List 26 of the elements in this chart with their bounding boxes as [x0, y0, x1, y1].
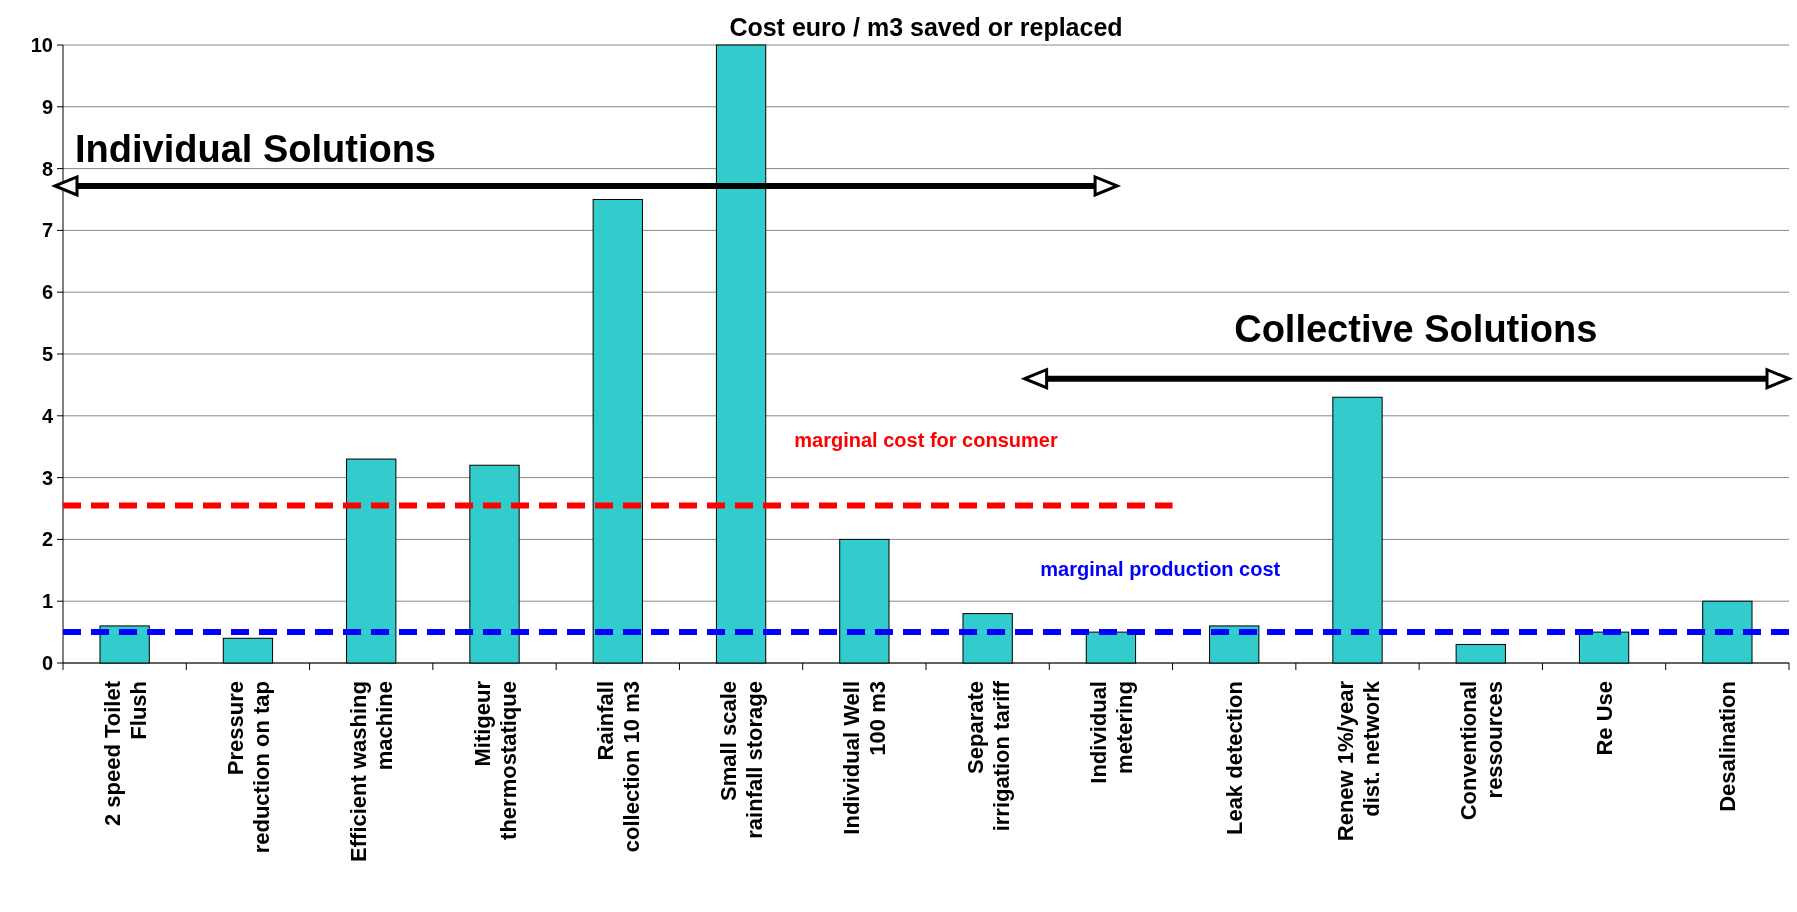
x-tick-label: Separate irrigation tariff — [962, 680, 1014, 832]
x-tick-label: Renew 1%/year dist. network — [1332, 680, 1384, 842]
x-tick-label: Desalination — [1715, 681, 1741, 812]
y-tick-label: 5 — [41, 343, 53, 365]
ref-line-label: marginal production cost — [1040, 558, 1281, 581]
y-tick-label: 0 — [41, 652, 53, 674]
y-tick-label: 2 — [41, 528, 53, 551]
x-tick-label: Pressure reduction on tap — [222, 681, 274, 854]
x-tick-label: Leak detection — [1222, 681, 1248, 836]
y-tick-label: 10 — [30, 34, 53, 56]
y-tick-label: 6 — [41, 281, 53, 304]
x-tick-label: Re Use — [1592, 681, 1618, 756]
annotation: Individual Solutions — [75, 128, 436, 171]
y-tick-label: 9 — [41, 95, 53, 118]
x-tick-label: Individual metering — [1085, 681, 1137, 784]
annotation: Collective Solutions — [1234, 307, 1598, 350]
y-tick-label: 1 — [41, 590, 53, 613]
x-tick-label: Efficient washing machine — [346, 681, 398, 862]
y-tick-label: 7 — [41, 219, 53, 242]
x-tick-label: Individual Well 100 m3 — [839, 681, 891, 835]
y-tick-label: 3 — [41, 466, 53, 489]
y-tick-label: 8 — [41, 157, 53, 180]
ref-line-label: marginal cost for consumer — [794, 428, 1058, 451]
chart-title: Cost euro / m3 saved or replaced — [729, 13, 1123, 41]
y-tick-label: 4 — [41, 404, 54, 427]
x-tick-label: 2 speed Toilet Flush — [99, 680, 151, 827]
